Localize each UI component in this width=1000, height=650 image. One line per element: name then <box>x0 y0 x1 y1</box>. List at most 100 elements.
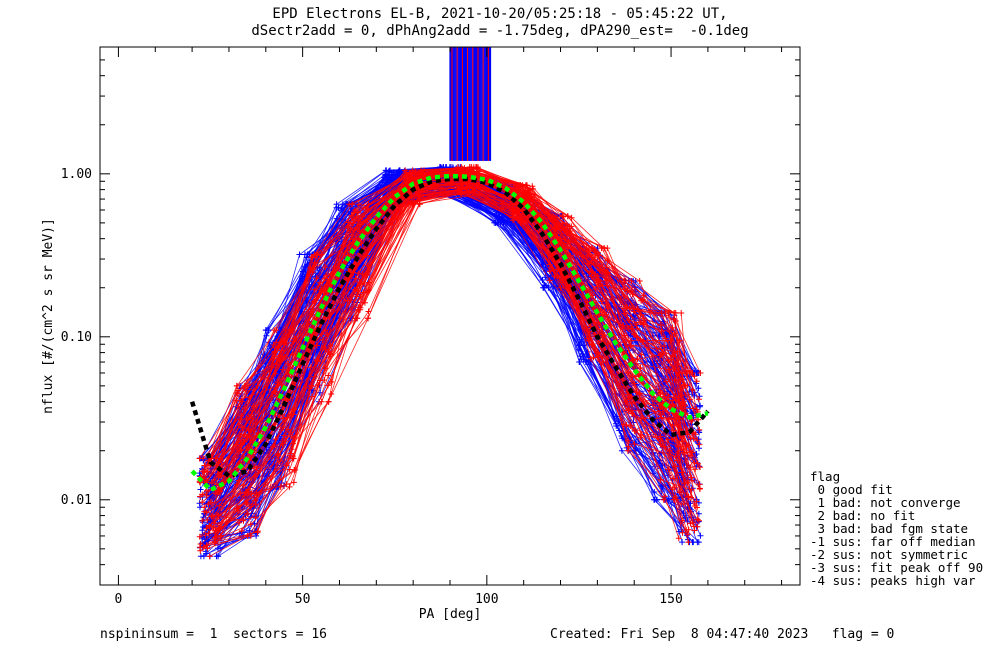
trace-point <box>687 434 694 441</box>
trace-point <box>327 351 334 358</box>
trace-point <box>559 276 566 283</box>
trace-point <box>248 454 255 461</box>
trace-point <box>526 186 533 193</box>
legend-item: 3 bad: bad fgm state <box>810 521 969 536</box>
trace-point <box>491 219 498 226</box>
trace-point <box>692 466 699 473</box>
trace-point <box>540 284 547 291</box>
axes: 0 50 100 150 0.01 0.10 1.00 <box>61 47 800 607</box>
trace-point <box>212 527 219 534</box>
trace-point <box>636 391 642 398</box>
trace-point <box>694 437 701 444</box>
trace-point <box>679 529 686 536</box>
trace-point <box>402 167 408 174</box>
trace-point <box>670 365 677 372</box>
trace-point <box>678 501 685 508</box>
trace-point <box>407 170 414 177</box>
trace-point <box>275 452 282 459</box>
trace-point <box>344 297 351 304</box>
trace-point <box>594 283 601 290</box>
trace-point <box>416 193 423 200</box>
trace-point <box>415 192 422 199</box>
trace-point <box>619 435 626 442</box>
trace-point <box>696 396 702 403</box>
y-tick-label: 0.01 <box>61 493 92 508</box>
trace-point <box>247 532 254 539</box>
trace-point <box>289 327 296 334</box>
trace-point <box>628 278 635 284</box>
trace-point <box>204 517 211 523</box>
trace-point <box>637 434 644 441</box>
trace-point <box>690 405 697 412</box>
trace-point <box>658 414 665 421</box>
trace-point <box>685 539 692 546</box>
median-curves <box>189 173 710 493</box>
trace-point <box>205 501 212 508</box>
trace-point <box>625 437 632 444</box>
trace-point <box>290 338 297 345</box>
legend-item: 2 bad: no fit <box>810 508 916 523</box>
trace-point <box>673 496 680 503</box>
trace-point <box>252 514 259 521</box>
trace-point <box>671 484 678 491</box>
trace-point <box>277 356 284 363</box>
trace-point <box>296 251 303 258</box>
trace-point <box>675 535 682 542</box>
trace-point <box>513 200 520 207</box>
trace-point <box>197 486 204 493</box>
trace-point <box>683 444 690 450</box>
trace-point <box>280 424 287 431</box>
trace-point <box>561 245 568 252</box>
trace-point <box>280 415 286 422</box>
trace-point <box>591 257 597 264</box>
legend-item: -2 sus: not symmetric <box>810 547 969 562</box>
trace-point <box>206 553 213 560</box>
y-axis-label: nflux [#/(cm^2 s sr MeV)] <box>41 218 56 414</box>
trace-point <box>514 182 521 189</box>
trace-point <box>364 288 370 295</box>
trace-point <box>313 275 320 282</box>
trace-point <box>382 171 389 178</box>
trace-point <box>679 517 685 524</box>
trace-point <box>211 540 218 547</box>
trace-point <box>196 500 203 507</box>
trace-point <box>546 268 553 275</box>
trace-point <box>199 527 206 534</box>
trace-point <box>696 441 703 448</box>
trace-point <box>285 360 291 367</box>
trace-point <box>566 223 573 230</box>
trace-point <box>273 327 280 334</box>
trace-point <box>364 315 371 322</box>
trace-point <box>325 372 332 379</box>
trace-point <box>408 173 415 180</box>
trace-point <box>458 184 465 191</box>
trace-point <box>546 277 553 284</box>
trace-point <box>597 306 604 313</box>
trace-point <box>353 232 360 239</box>
trace-point <box>562 225 569 232</box>
trace-point <box>213 533 220 540</box>
trace-point <box>666 447 673 454</box>
trace-point <box>420 171 427 178</box>
trace-point <box>314 381 321 388</box>
trace-point <box>688 474 695 481</box>
trace-point <box>663 378 669 385</box>
trace-point <box>564 213 571 220</box>
trace-point <box>201 508 208 515</box>
trace-point <box>290 479 297 486</box>
trace-point <box>636 390 643 397</box>
flag-legend: flag 0 good fit 1 bad: not converge 2 ba… <box>810 470 983 587</box>
trace-point <box>557 235 564 242</box>
trace-point <box>262 327 269 334</box>
trace-point <box>196 533 203 540</box>
trace-point <box>201 469 208 476</box>
trace-point <box>289 440 296 447</box>
trace-point <box>243 499 250 506</box>
trace-point <box>314 251 321 258</box>
trace-point <box>217 545 224 552</box>
trace-point <box>360 289 367 296</box>
trace-point <box>568 214 575 221</box>
trace-point <box>551 224 558 231</box>
trace-point <box>590 354 597 361</box>
trace-point <box>686 396 693 403</box>
